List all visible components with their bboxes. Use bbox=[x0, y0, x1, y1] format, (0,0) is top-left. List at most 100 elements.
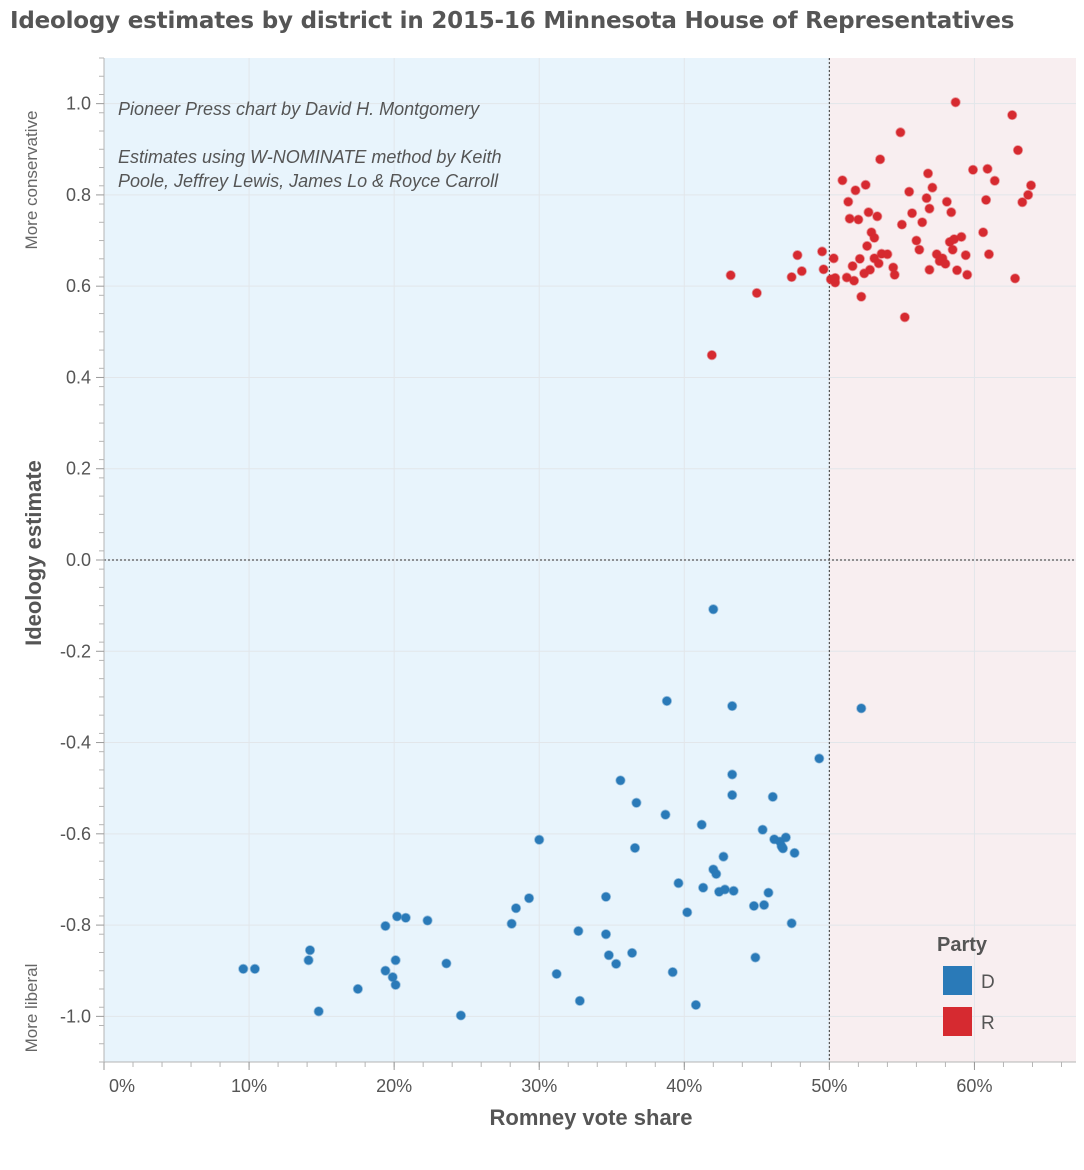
data-point-D[interactable] bbox=[551, 968, 562, 980]
data-point-D[interactable] bbox=[380, 920, 391, 932]
data-point-D[interactable] bbox=[391, 911, 403, 922]
data-point-R[interactable] bbox=[706, 349, 717, 361]
data-point-D[interactable] bbox=[626, 947, 638, 959]
data-point-R[interactable] bbox=[951, 265, 963, 276]
data-point-R[interactable] bbox=[863, 207, 874, 218]
data-point-R[interactable] bbox=[837, 175, 848, 186]
data-point-D[interactable] bbox=[786, 918, 797, 929]
data-point-D[interactable] bbox=[523, 893, 535, 904]
data-point-D[interactable] bbox=[611, 958, 622, 969]
data-point-R[interactable] bbox=[828, 253, 839, 264]
data-point-D[interactable] bbox=[757, 824, 768, 835]
data-point-R[interactable] bbox=[843, 196, 854, 207]
data-point-R[interactable] bbox=[796, 266, 807, 277]
data-point-R[interactable] bbox=[978, 227, 989, 238]
data-point-R[interactable] bbox=[989, 175, 1000, 186]
data-point-D[interactable] bbox=[748, 900, 760, 912]
data-point-D[interactable] bbox=[727, 789, 738, 801]
data-point-R[interactable] bbox=[914, 244, 925, 255]
data-point-R[interactable] bbox=[864, 264, 876, 275]
data-point-R[interactable] bbox=[841, 272, 852, 283]
data-point-R[interactable] bbox=[848, 275, 860, 286]
data-point-R[interactable] bbox=[980, 194, 992, 206]
data-point-R[interactable] bbox=[861, 240, 873, 252]
data-point-D[interactable] bbox=[767, 791, 778, 802]
data-point-D[interactable] bbox=[789, 847, 800, 859]
data-point-D[interactable] bbox=[573, 925, 584, 937]
data-point-R[interactable] bbox=[941, 196, 952, 207]
data-point-R[interactable] bbox=[860, 179, 871, 190]
data-point-D[interactable] bbox=[422, 915, 433, 926]
data-point-D[interactable] bbox=[400, 912, 411, 923]
data-point-R[interactable] bbox=[899, 312, 910, 323]
data-point-R[interactable] bbox=[869, 232, 880, 243]
data-point-D[interactable] bbox=[667, 966, 678, 978]
data-point-D[interactable] bbox=[696, 819, 707, 830]
data-point-D[interactable] bbox=[727, 700, 738, 712]
data-point-R[interactable] bbox=[875, 154, 886, 165]
data-point-R[interactable] bbox=[904, 186, 915, 197]
data-point-R[interactable] bbox=[844, 213, 855, 224]
data-point-D[interactable] bbox=[660, 809, 671, 820]
data-point-D[interactable] bbox=[352, 983, 363, 995]
data-point-D[interactable] bbox=[629, 842, 641, 854]
data-point-D[interactable] bbox=[690, 999, 702, 1011]
data-point-R[interactable] bbox=[818, 264, 829, 275]
data-point-R[interactable] bbox=[1025, 180, 1037, 191]
data-point-D[interactable] bbox=[506, 918, 517, 929]
data-point-D[interactable] bbox=[249, 963, 260, 975]
data-point-D[interactable] bbox=[390, 955, 401, 966]
data-point-D[interactable] bbox=[380, 965, 391, 976]
data-point-R[interactable] bbox=[946, 207, 957, 218]
data-point-D[interactable] bbox=[534, 834, 545, 845]
data-point-R[interactable] bbox=[982, 163, 993, 174]
data-point-D[interactable] bbox=[856, 703, 867, 714]
data-point-D[interactable] bbox=[600, 891, 612, 902]
data-point-R[interactable] bbox=[847, 261, 858, 272]
data-point-D[interactable] bbox=[661, 695, 672, 707]
data-point-R[interactable] bbox=[889, 269, 900, 280]
data-point-R[interactable] bbox=[917, 217, 928, 228]
data-point-R[interactable] bbox=[967, 164, 979, 175]
data-point-R[interactable] bbox=[850, 185, 861, 196]
data-point-D[interactable] bbox=[603, 950, 614, 961]
data-point-R[interactable] bbox=[882, 249, 893, 260]
data-point-R[interactable] bbox=[1023, 189, 1034, 201]
data-point-D[interactable] bbox=[313, 1006, 324, 1017]
data-point-D[interactable] bbox=[574, 995, 585, 1006]
data-point-R[interactable] bbox=[830, 272, 841, 284]
data-point-R[interactable] bbox=[1009, 273, 1021, 284]
data-point-R[interactable] bbox=[853, 214, 864, 225]
data-point-D[interactable] bbox=[441, 958, 452, 969]
data-point-D[interactable] bbox=[763, 887, 774, 898]
data-point-R[interactable] bbox=[960, 250, 971, 261]
data-point-D[interactable] bbox=[600, 929, 612, 940]
data-point-R[interactable] bbox=[983, 249, 995, 260]
data-point-D[interactable] bbox=[698, 882, 709, 893]
data-point-D[interactable] bbox=[387, 972, 398, 983]
data-point-R[interactable] bbox=[895, 127, 906, 138]
data-point-D[interactable] bbox=[727, 769, 738, 780]
data-point-R[interactable] bbox=[947, 244, 958, 255]
data-point-D[interactable] bbox=[814, 753, 825, 764]
data-point-R[interactable] bbox=[921, 193, 932, 204]
data-point-D[interactable] bbox=[718, 851, 729, 862]
data-point-R[interactable] bbox=[817, 246, 828, 257]
data-point-R[interactable] bbox=[924, 203, 935, 214]
data-point-R[interactable] bbox=[896, 219, 908, 230]
data-point-D[interactable] bbox=[719, 884, 731, 895]
data-point-R[interactable] bbox=[1017, 197, 1028, 208]
data-point-R[interactable] bbox=[786, 271, 797, 283]
data-point-R[interactable] bbox=[792, 250, 803, 261]
data-point-D[interactable] bbox=[708, 604, 719, 615]
data-point-R[interactable] bbox=[872, 211, 883, 222]
data-point-D[interactable] bbox=[455, 1010, 466, 1021]
data-point-R[interactable] bbox=[854, 253, 865, 264]
data-point-D[interactable] bbox=[758, 899, 770, 911]
data-point-R[interactable] bbox=[906, 208, 918, 219]
data-point-D[interactable] bbox=[750, 952, 761, 963]
data-point-D[interactable] bbox=[631, 797, 642, 808]
data-point-R[interactable] bbox=[962, 269, 973, 280]
data-point-D[interactable] bbox=[728, 885, 739, 896]
data-point-D[interactable] bbox=[673, 878, 684, 889]
